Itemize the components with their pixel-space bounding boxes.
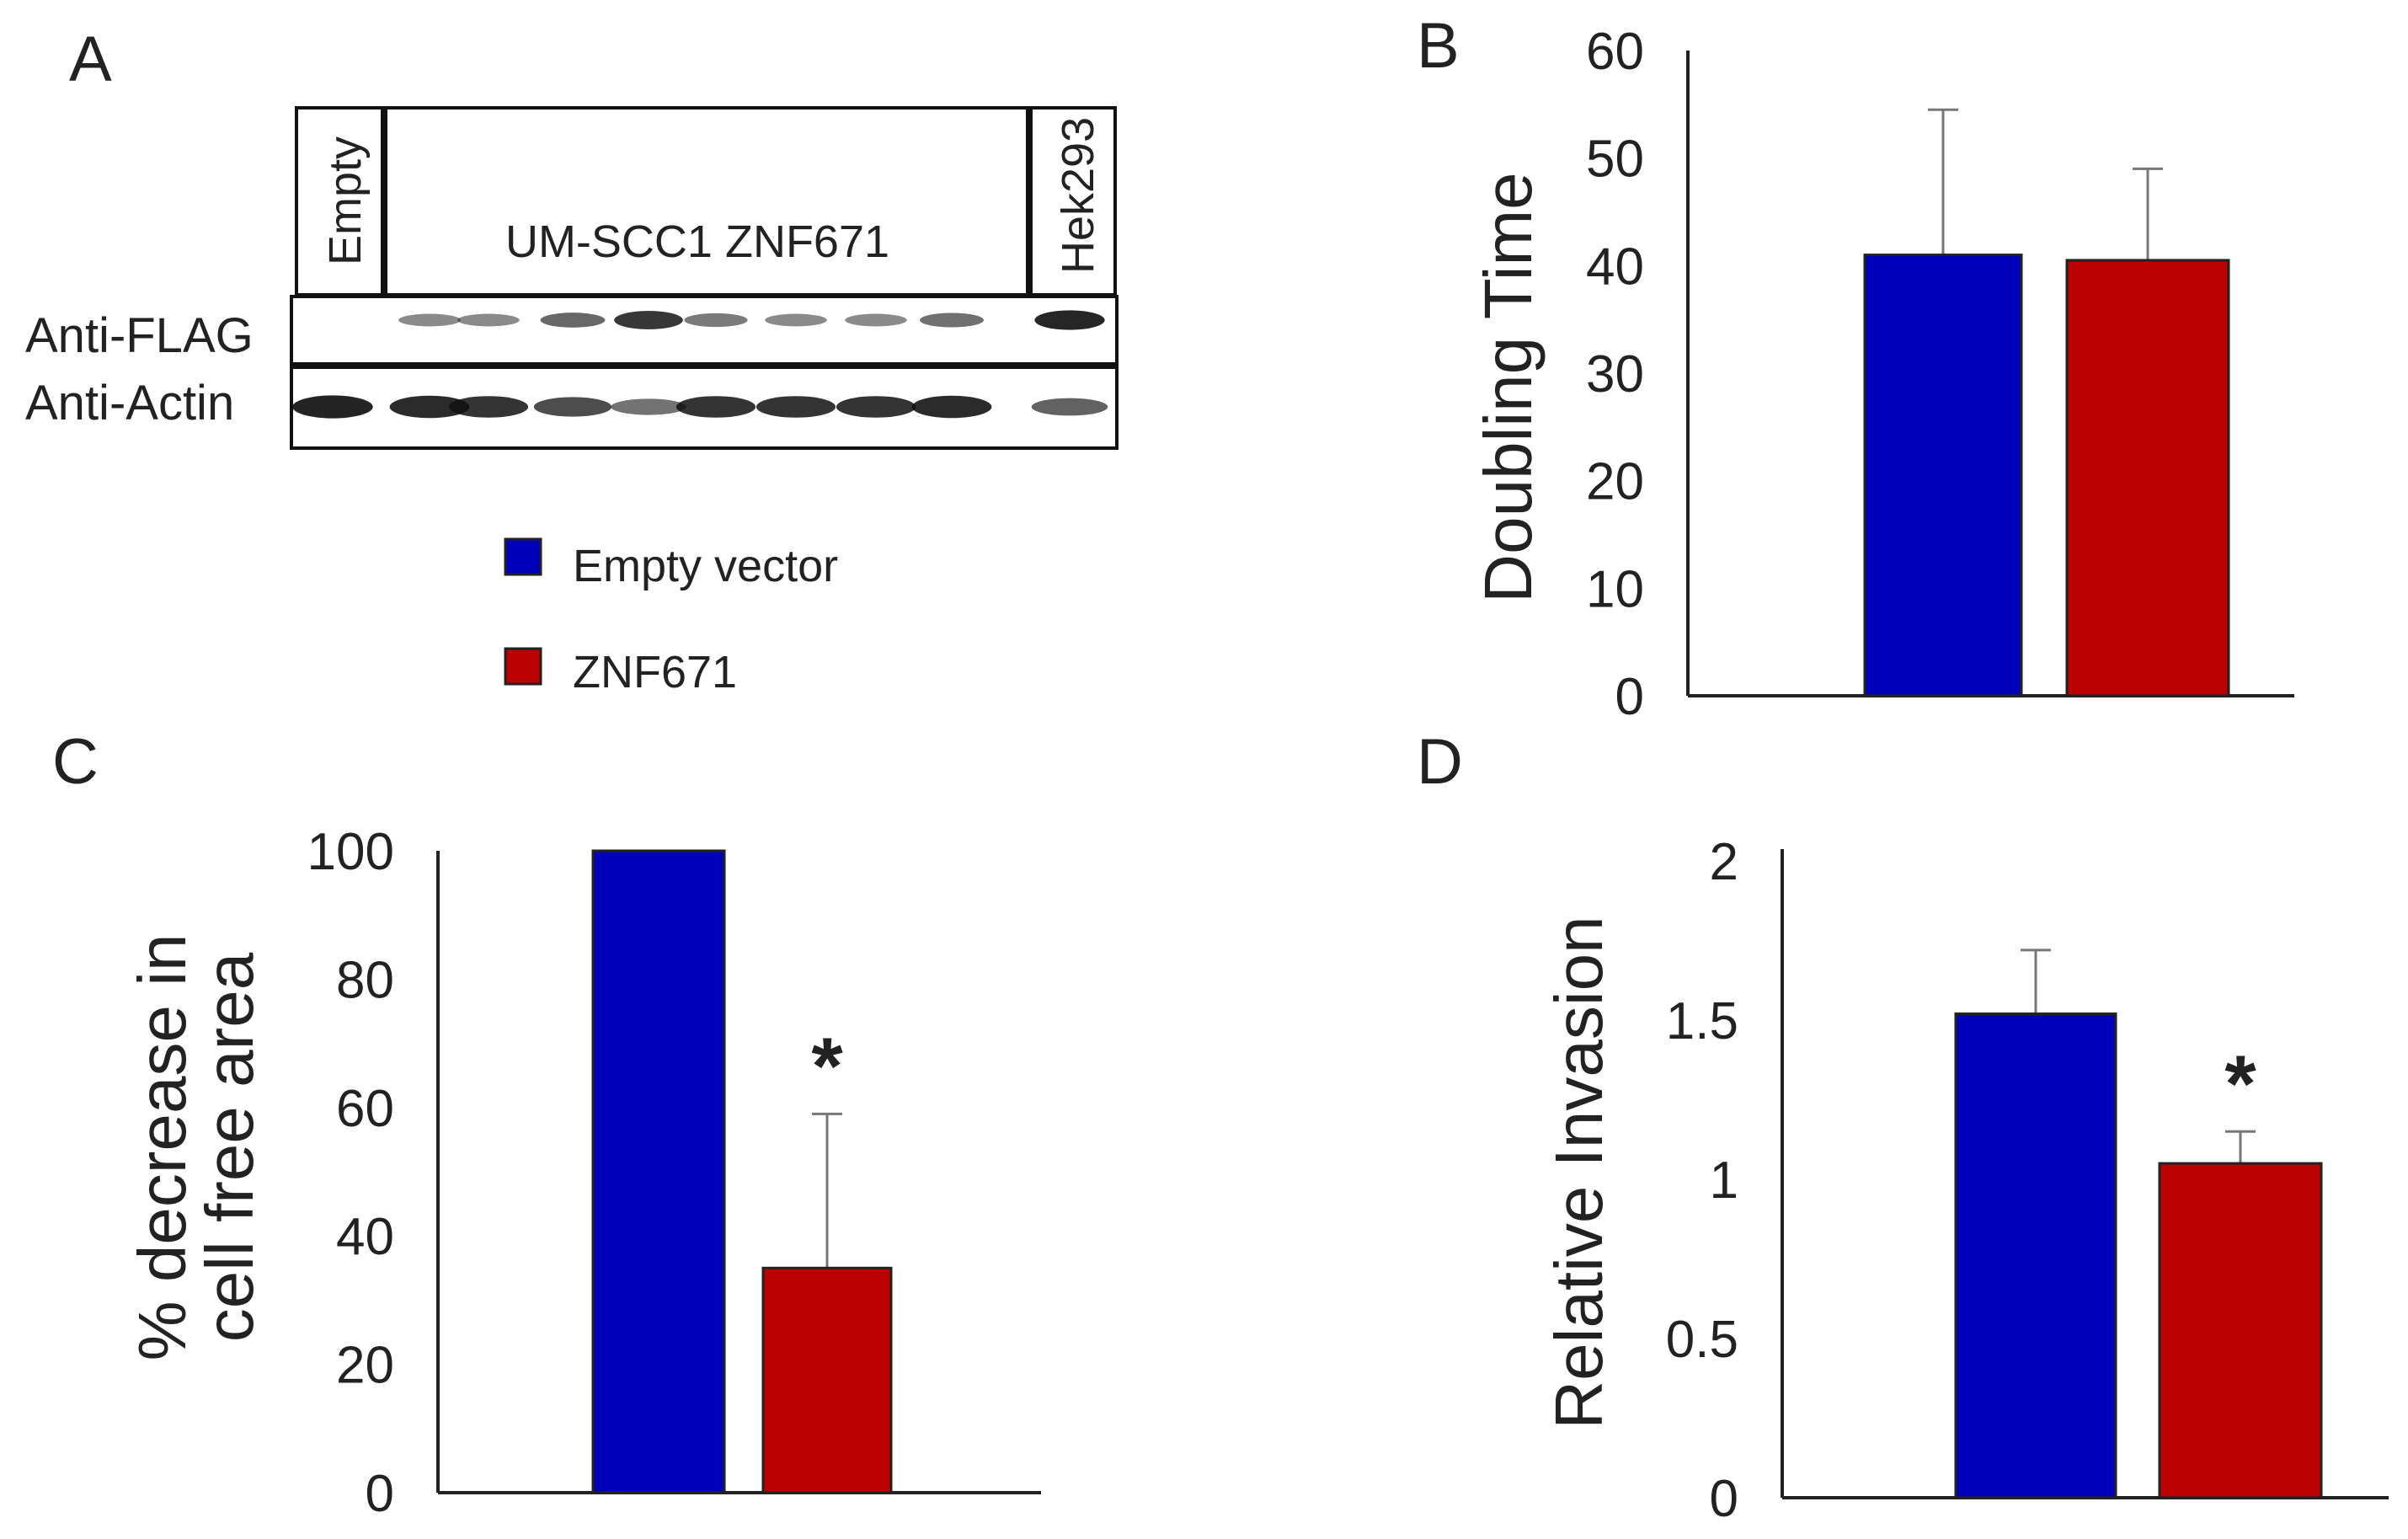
y-tick-label-c: 80 <box>336 951 394 1009</box>
lane-label-empty: Empty <box>320 136 371 265</box>
y-axis-title-c-line2: cell free area <box>192 952 267 1342</box>
panel-b: B Doubling Time 0 10 20 30 40 50 60 <box>1417 10 2294 726</box>
significance-marker-d: * <box>2224 1039 2256 1129</box>
y-tick-label-d: 0.5 <box>1666 1311 1738 1369</box>
y-tick-label-d: 2 <box>1710 833 1738 891</box>
y-tick-label-b: 0 <box>1615 668 1644 726</box>
y-tick-label-b: 40 <box>1586 238 1644 296</box>
actin-bands <box>292 395 1108 419</box>
y-tick-label-d: 1 <box>1710 1152 1738 1210</box>
flag-band <box>920 313 984 328</box>
panel-letter-b: B <box>1417 10 1460 82</box>
actin-band <box>533 397 612 417</box>
flag-band <box>765 313 827 327</box>
y-tick-label-d: 1.5 <box>1666 992 1738 1050</box>
flag-band <box>540 313 606 328</box>
significance-marker-c: * <box>811 1021 843 1111</box>
actin-band <box>756 396 836 418</box>
legend-swatch-znf671 <box>504 647 542 686</box>
legend-label-empty-vector: Empty vector <box>573 541 838 591</box>
y-tick-label-c: 40 <box>336 1208 394 1266</box>
bar-d-znf671 <box>2158 1162 2323 1499</box>
actin-band <box>611 398 686 415</box>
y-axis-title-c-line1: % decrease in <box>125 934 200 1361</box>
row-label-anti-flag: Anti-FLAG <box>25 308 254 363</box>
row-label-anti-actin: Anti-Actin <box>25 376 234 430</box>
y-tick-label-c: 60 <box>336 1080 394 1138</box>
y-tick-label-b: 60 <box>1586 23 1644 81</box>
y-tick-label-b: 20 <box>1586 453 1644 511</box>
y-tick-label-c: 100 <box>307 823 394 881</box>
y-tick-label-c: 20 <box>336 1337 394 1395</box>
panel-letter-a: A <box>69 24 112 95</box>
flag-band <box>457 313 520 327</box>
panel-c: C % decrease in cell free area 0 20 40 60 80… <box>52 726 1041 1523</box>
actin-band <box>1031 398 1108 416</box>
actin-band <box>836 396 916 418</box>
panel-d: D Relative Invasion 0 0.5 1 1.5 2 * <box>1417 726 2389 1528</box>
blot-strip-flag <box>290 295 1119 366</box>
bar-d-empty-vector <box>1954 1012 2117 1499</box>
flag-band <box>684 313 748 328</box>
y-tick-label-b: 10 <box>1586 560 1644 618</box>
flag-band <box>1034 310 1105 330</box>
panel-a: A Empty UM-SCC1 ZNF671 Hek293 Anti-FLAG … <box>25 24 1119 697</box>
y-axis-title-d: Relative Invasion <box>1541 916 1616 1429</box>
chart-b: 0 10 20 30 40 50 60 <box>1586 23 2294 726</box>
lane-label-umscc1-znf671: UM-SCC1 ZNF671 <box>505 216 889 267</box>
y-tick-label-c: 0 <box>366 1465 394 1523</box>
y-tick-label-b: 30 <box>1586 345 1644 403</box>
y-tick-label-b: 50 <box>1586 131 1644 189</box>
legend-label-znf671: ZNF671 <box>573 647 737 697</box>
flag-band <box>398 313 461 327</box>
panel-letter-d: D <box>1417 726 1463 798</box>
legend: Empty vector ZNF671 <box>504 537 838 697</box>
actin-band <box>675 396 756 418</box>
y-tick-label-d: 0 <box>1710 1470 1738 1528</box>
bar-b-empty-vector <box>1863 254 2023 697</box>
bar-c-empty-vector <box>591 849 726 1494</box>
actin-band <box>911 395 992 419</box>
panel-letter-c: C <box>52 726 99 798</box>
chart-d: 0 0.5 1 1.5 2 * <box>1666 833 2389 1528</box>
chart-c: 0 20 40 60 80 100 * <box>307 823 1041 1523</box>
flag-band <box>845 313 907 327</box>
bar-b-znf671 <box>2065 259 2230 697</box>
legend-swatch-empty-vector <box>504 537 542 576</box>
bar-c-znf671 <box>761 1266 893 1494</box>
actin-band <box>448 396 529 418</box>
y-axis-title-b: Doubling Time <box>1471 172 1546 602</box>
flag-band <box>614 311 683 329</box>
flag-bands <box>398 310 1105 330</box>
actin-band <box>292 395 373 419</box>
lane-label-hek293: Hek293 <box>1053 117 1103 274</box>
actin-band <box>389 395 470 419</box>
